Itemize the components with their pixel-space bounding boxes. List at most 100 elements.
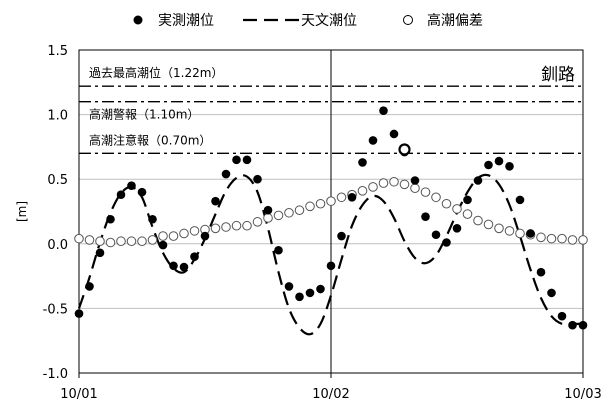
deviation-point [210,223,221,234]
observed-point [463,195,472,205]
deviation-point [137,236,147,247]
deviation-point [473,215,483,226]
y-tick-label: -0.5 [43,302,68,317]
observed-point [190,252,199,262]
reference-label-record: 過去最高潮位（1.22m） [89,65,223,80]
deviation-point [74,233,84,244]
deviation-point [515,228,525,239]
deviation-point [84,235,95,245]
deviation-point [242,220,252,231]
observed-point [442,238,451,247]
observed-point [484,160,493,170]
observed-point [347,192,357,202]
observed-point [526,229,535,238]
deviation-point [116,236,126,247]
deviation-point [305,201,315,212]
observed-point [473,176,483,185]
deviation-point [567,235,578,245]
deviation-point [168,231,179,241]
observed-point [158,240,168,250]
deviation-point [494,223,504,234]
observed-point [169,261,178,271]
observed-point [200,231,210,241]
observed-point [578,320,588,330]
deviation-point [546,233,557,244]
observed-point [389,129,399,139]
observed-point [106,214,115,224]
deviation-point [179,228,189,239]
deviation-point [231,220,242,231]
deviation-point [294,205,305,216]
observed-point [452,223,462,233]
deviation-point [557,233,567,244]
legend-observed-label: 実測潮位 [158,13,214,29]
observed-point [179,262,189,272]
observed-point [74,309,84,318]
observed-point [316,284,325,294]
observed-point [358,158,367,167]
observed-point [431,230,441,240]
y-tick-label: 1.0 [47,109,68,124]
observed-point [137,187,147,197]
deviation-point [389,176,399,187]
y-axis-label: [m] [15,201,29,222]
observed-point [284,282,294,291]
observed-point [148,214,157,224]
deviation-point [315,198,326,209]
observed-point [116,190,126,200]
reference-label-advisory: 高潮注意報（0.70m） [89,132,211,147]
deviation-point [357,186,368,196]
observed-point [505,161,514,171]
observed-point [557,311,567,321]
observed-point [410,176,420,185]
observed-point [263,205,273,215]
observed-point [221,169,231,179]
deviation-point [578,235,588,245]
observed-point [242,155,252,165]
deviation-point [441,198,452,209]
observed-point [253,174,262,184]
location-label: 釧路 [541,65,575,85]
deviation-point [273,210,284,221]
deviation-point [431,192,441,203]
observed-point [211,196,220,206]
x-tick-label: 10/02 [312,387,349,402]
deviation-point [326,196,336,206]
x-tick-label: 10/03 [564,387,601,402]
series-astronomical-line [77,173,583,336]
deviation-point [452,204,462,214]
deviation-point [95,236,105,247]
observed-point [232,155,241,165]
y-tick-label: 1.5 [47,44,68,59]
observed-point [547,288,556,298]
observed-point [95,248,105,258]
deviation-point [221,222,231,232]
deviation-point [158,231,168,241]
x-tick-label: 10/01 [60,387,97,402]
deviation-point [147,235,158,245]
y-tick-label: 0.5 [47,173,68,188]
deviation-point [420,187,431,197]
legend-deviation-label: 高潮偏差 [427,12,483,29]
deviation-point [536,232,546,243]
deviation-point [336,192,347,203]
observed-point [326,261,336,271]
observed-point [379,106,388,116]
deviation-point [399,179,410,190]
observed-point [515,195,525,205]
reference-label-warning: 高潮警報（1.10m） [89,107,199,122]
deviation-point [462,209,473,219]
deviation-point [105,237,116,248]
deviation-point [504,226,515,236]
legend-deviation-marker [403,15,413,25]
observed-highlight-point [398,143,411,156]
observed-point [127,181,136,190]
deviation-point [483,219,494,230]
observed-point [421,212,430,221]
deviation-point [126,236,137,247]
observed-point [274,245,283,255]
deviation-point [378,178,389,188]
deviation-point [410,183,420,194]
